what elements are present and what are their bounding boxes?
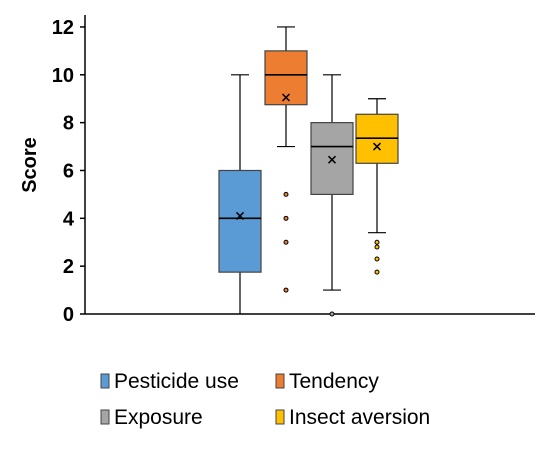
outlier-point — [374, 239, 380, 245]
outlier-point — [374, 256, 380, 262]
box-series-group — [218, 26, 399, 317]
mean-marker-stroke — [327, 155, 337, 164]
y-tick-label: 8 — [63, 113, 74, 135]
outlier-point — [283, 287, 289, 293]
outlier-point — [374, 269, 380, 275]
outlier-point — [283, 239, 289, 245]
legend-label: Insect aversion — [289, 406, 430, 429]
legend-swatch — [100, 373, 110, 389]
legend-swatch — [275, 409, 285, 425]
legend-item: Pesticide use — [100, 370, 239, 393]
legend-label: Tendency — [289, 370, 379, 393]
mean-marker — [372, 142, 382, 151]
mean-marker-stroke — [281, 93, 291, 102]
y-tick-label: 4 — [63, 208, 75, 230]
iqr-box — [264, 50, 308, 106]
mean-marker — [235, 211, 245, 220]
legend-item: Insect aversion — [275, 406, 430, 429]
legend: Pesticide use Tendency Exposure Insect aver… — [100, 370, 430, 429]
box-tendency — [264, 26, 308, 293]
mean-marker-stroke — [235, 211, 245, 220]
mean-marker — [327, 155, 337, 164]
mean-marker-stroke — [372, 142, 382, 151]
box-insect-aversion — [355, 98, 399, 275]
outlier-point — [283, 215, 289, 221]
outlier-point — [283, 191, 289, 197]
iqr-box — [218, 169, 262, 273]
y-tick-label: 2 — [63, 256, 74, 278]
y-axis-title: Score — [19, 137, 41, 193]
box-exposure — [310, 74, 354, 317]
y-tick-label: 6 — [63, 160, 74, 182]
y-tick-label: 10 — [52, 65, 74, 87]
y-tick-label: 0 — [63, 304, 74, 326]
outlier-point — [329, 311, 335, 317]
y-tick-label: 12 — [52, 17, 74, 39]
outlier-point — [374, 244, 380, 250]
legend-label: Exposure — [114, 406, 203, 429]
iqr-box — [310, 122, 354, 196]
legend-swatch — [275, 373, 285, 389]
legend-label: Pesticide use — [114, 370, 239, 393]
mean-marker — [281, 93, 291, 102]
y-axis-ticks: 0 2 4 6 8 10 12 — [52, 17, 85, 326]
legend-item: Tendency — [275, 370, 379, 393]
box-pesticide-use — [218, 74, 262, 314]
legend-swatch — [100, 409, 110, 425]
legend-item: Exposure — [100, 406, 203, 429]
